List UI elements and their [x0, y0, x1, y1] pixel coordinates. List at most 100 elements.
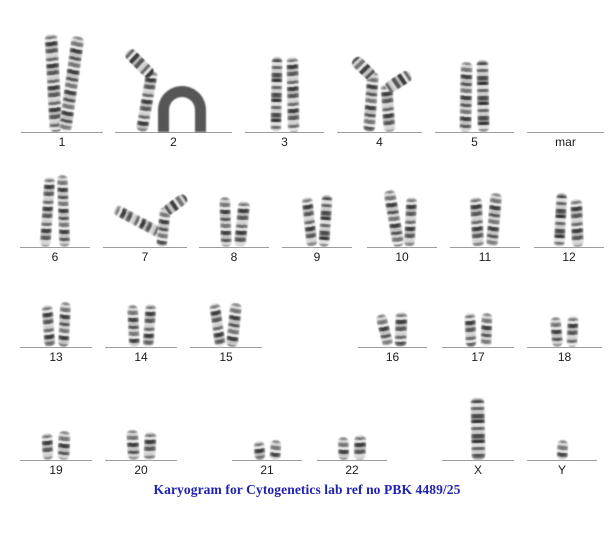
group-label: 8: [230, 250, 238, 264]
group-baseline: [103, 247, 187, 248]
chromosome-arm: [161, 192, 189, 217]
chromosome-pair-area: [20, 165, 90, 248]
chromosome-group-16: 16: [358, 297, 427, 364]
chromosome-pair-area: [20, 382, 92, 461]
chromosome: [566, 315, 579, 348]
chromosome-pair-area: [450, 165, 520, 248]
chromosome: [459, 61, 473, 133]
group-label: 14: [134, 350, 148, 364]
group-baseline: [245, 132, 324, 133]
chromosome-pair-area: [115, 27, 232, 133]
chromosome: [553, 192, 568, 248]
chromosome-pair-area: [190, 297, 262, 348]
chromosome-group-mar: mar: [527, 27, 604, 149]
group-baseline: [527, 132, 604, 133]
group-baseline: [105, 460, 177, 461]
chromosome-pair-area: [21, 27, 103, 133]
group-baseline: [442, 347, 514, 348]
group-label: 4: [376, 135, 383, 149]
chromosome: [285, 56, 300, 133]
group-label: 7: [141, 250, 149, 264]
group-baseline: [20, 460, 92, 461]
chromosome-group-18: 18: [527, 297, 602, 364]
group-baseline: [527, 347, 602, 348]
chromosome: [393, 311, 408, 348]
chromosome-pair-area: [20, 297, 92, 348]
chromosome-group-2: 2: [115, 27, 232, 149]
chromosome: [208, 302, 227, 348]
chromosome: [469, 196, 484, 248]
chromosome-pair-area: [105, 297, 177, 348]
chromosome: [380, 69, 414, 133]
chromosome: [233, 200, 251, 248]
chromosome-pair-area: [367, 165, 437, 248]
chromosome-pair-area: [103, 165, 189, 248]
chromosome-group-19: 19: [20, 382, 92, 477]
chromosome-pair-area: [534, 165, 604, 248]
group-label: 22: [345, 463, 359, 477]
chromosome: [403, 196, 418, 248]
chromosome-group-17: 17: [442, 297, 514, 364]
chromosome-group-11: 11: [450, 165, 520, 264]
group-label: 18: [557, 350, 572, 364]
chromosome-group-14: 14: [105, 297, 177, 364]
chromosome: [317, 194, 333, 248]
chromosome-arm: [383, 69, 414, 95]
chromosome-group-13: 13: [20, 297, 92, 364]
chromosome-arm: [349, 54, 377, 82]
chromosome-pair-area: [527, 27, 604, 132]
group-baseline: [337, 132, 422, 133]
chromosome-pair-area: [337, 27, 422, 133]
chromosome: [374, 313, 394, 348]
chromosome-group-9: 9: [282, 165, 352, 264]
chromosome: [219, 196, 232, 248]
group-label: 10: [395, 250, 409, 264]
group-baseline: [442, 460, 514, 461]
chromosome: [142, 303, 156, 348]
chromosome: [155, 192, 189, 248]
chromosome-arm: [123, 47, 156, 80]
chromosome: [39, 176, 55, 248]
chromosome-pair-area: [358, 297, 427, 348]
group-label: 13: [49, 350, 63, 364]
group-label: 20: [134, 463, 148, 477]
chromosome: [570, 198, 584, 248]
chromosome-group-20: 20: [105, 382, 177, 477]
chromosome-group-X: X: [442, 382, 514, 477]
chromosome: [125, 429, 140, 461]
group-baseline: [20, 247, 90, 248]
group-label: 17: [471, 350, 485, 364]
chromosome: [549, 316, 564, 348]
group-baseline: [450, 247, 520, 248]
chromosome-pair-area: [317, 382, 387, 461]
chromosome: [383, 189, 405, 248]
chromosome: [476, 59, 490, 133]
chromosome-group-8: 8: [199, 165, 269, 264]
group-label: 1: [58, 135, 66, 149]
chromosome: [300, 196, 318, 248]
chromosome: [158, 86, 206, 132]
group-label: 16: [385, 350, 400, 364]
chromosome-group-6: 6: [20, 165, 90, 264]
group-label: 5: [471, 135, 478, 149]
chromosome: [57, 301, 71, 348]
chromosome: [225, 302, 243, 348]
group-label: X: [473, 463, 482, 477]
chromosome: [41, 432, 54, 461]
chromosome-pair-area: [442, 382, 514, 461]
chromosome-group-5: 5: [435, 27, 514, 149]
group-label: 9: [313, 250, 321, 264]
group-label: 3: [281, 135, 288, 149]
group-baseline: [190, 347, 262, 348]
group-baseline: [20, 347, 92, 348]
group-baseline: [199, 247, 269, 248]
chromosome-pair-area: [105, 382, 177, 461]
group-label: 15: [219, 350, 233, 364]
chromosome: [126, 304, 140, 348]
group-label: 12: [562, 250, 576, 264]
chromosome: [268, 439, 282, 461]
chromosome: [353, 434, 367, 461]
figure-caption: Karyogram for Cytogenetics lab ref no PB…: [153, 482, 461, 497]
chromosome-group-15: 15: [190, 297, 262, 364]
